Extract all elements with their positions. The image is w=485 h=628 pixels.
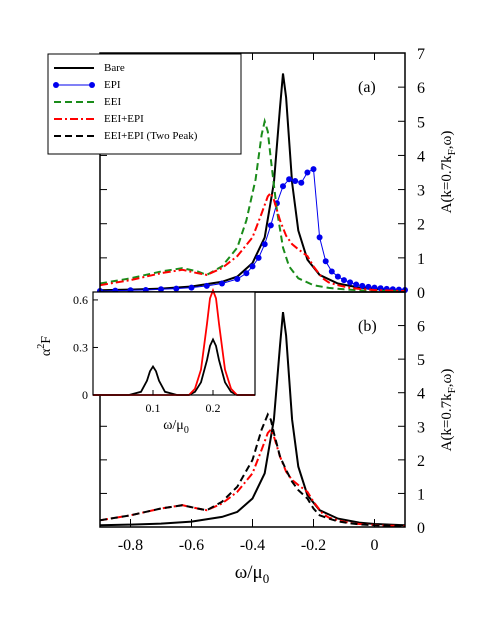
panel-a-series-1-point — [310, 166, 317, 173]
panel-b-series-2-line — [99, 412, 406, 527]
inset-chart: 0 0.3 0.6 0.1 0.2 α2F ω/μ0 — [36, 287, 256, 436]
panel-b-x-tick-label: -0.6 — [179, 537, 204, 554]
panel-a-series-1-point — [359, 282, 366, 289]
panel-b-x-ticks: -0.8 -0.6 -0.4 -0.2 0 — [118, 519, 379, 554]
panel-a-series-1-point — [328, 268, 335, 275]
panel-a-series-1-point — [219, 280, 225, 287]
panel-b-y-axis-label: A(k=0.7kF,ω) — [439, 369, 458, 452]
panel-b-y-tick-label: 4 — [417, 386, 425, 403]
panel-a-series-1-point — [292, 178, 299, 184]
panel-a-series-1-point — [234, 276, 241, 282]
panel-a-series-1-line — [99, 168, 406, 292]
inset-x-axis-label: ω/μ0 — [163, 418, 189, 436]
legend-label-eei: EEI — [104, 96, 121, 108]
panel-a-y-tick-label: 2 — [417, 217, 425, 234]
panel-a-series-1-point — [365, 283, 372, 290]
legend-label-bare: Bare — [104, 62, 125, 74]
inset-series-0-line — [93, 337, 255, 396]
panel-a-series-1-point — [280, 183, 286, 190]
inset-x-tick-label: 0.1 — [146, 401, 161, 415]
panel-a-curves — [97, 73, 408, 294]
inset-frame — [92, 291, 256, 396]
inset-ticks: 0 0.3 0.6 0.1 0.2 — [73, 293, 221, 415]
panel-a-y-tick-label: 3 — [417, 183, 425, 200]
panel-a-series-1-point — [353, 281, 360, 288]
panel-a-series-1-point — [261, 241, 268, 248]
panel-a-series-1-point — [188, 284, 195, 291]
panel-b-y-tick-label: 3 — [417, 419, 425, 436]
panel-a-series-1-point — [304, 169, 311, 176]
panel-b-x-tick-label: -0.8 — [118, 537, 143, 554]
panel-a-series-1-point — [286, 176, 293, 183]
panel-b-y-tick-label: 5 — [417, 352, 425, 369]
legend-box — [47, 53, 242, 155]
panel-b-x-tick-label: -0.4 — [240, 537, 265, 554]
panel-a-series-3-line — [99, 191, 406, 292]
panel-b-curves — [99, 311, 406, 527]
panel-a-series-1-point — [334, 273, 341, 280]
panel-a-y-tick-label: 5 — [417, 114, 425, 131]
inset-background — [93, 292, 255, 395]
panel-a-y-tick-label: 6 — [417, 80, 425, 97]
panel-a-series-1-point — [249, 263, 256, 270]
panel-a-series-1-point — [255, 254, 262, 261]
panel-a-y-axis-label: A(k=0.7kF,ω) — [439, 131, 458, 214]
inset-y-axis-label: α2F — [36, 336, 54, 356]
panel-b-y-tick-label: 0 — [417, 520, 425, 537]
panel-b-y-tick-label: 1 — [417, 486, 425, 503]
x-axis-label: ω/μ0 — [235, 562, 269, 586]
panel-b-y-tick-label: 2 — [417, 453, 425, 470]
panel-a-series-1-point — [316, 234, 323, 241]
legend-label-epi: EPI — [104, 79, 121, 91]
panel-a-series-1-point — [243, 270, 250, 277]
panel-a-series-1-point — [158, 286, 164, 293]
panel-a-y-tick-label: 7 — [417, 46, 425, 63]
panel-a-series-1-point — [203, 282, 210, 289]
inset-x-tick-label: 0.2 — [206, 401, 221, 415]
panel-a-series-0-line — [99, 73, 406, 292]
panel-a-y-tick-label: 0 — [417, 285, 425, 302]
legend-label-two-peak: EEI+EPI (Two Peak) — [104, 130, 198, 142]
panel-a-y-tick-label: 4 — [417, 148, 425, 165]
panel-a-series-1-point — [322, 258, 329, 265]
panel-b-y-tick-label: 6 — [417, 319, 425, 336]
panel-a-series-1-point — [267, 222, 274, 229]
panel-a-series-1-point — [347, 279, 354, 286]
inset-series-1-line — [93, 287, 255, 396]
panel-b-label: (b) — [358, 318, 377, 335]
panel-a-series-2-line — [99, 117, 406, 293]
panel-a-series-1-point — [298, 179, 305, 186]
panel-a-series-1-point — [173, 285, 180, 292]
panel-a-y-ticks: 0 1 2 3 4 5 6 7 — [100, 46, 425, 302]
legend-label-eei-epi: EEI+EPI — [104, 113, 144, 125]
panel-a-series-1-point — [341, 277, 347, 284]
inset-y-tick-label: 0.6 — [73, 293, 88, 307]
legend-marker-epi-left — [53, 82, 59, 88]
panel-b-x-tick-label: 0 — [371, 537, 379, 554]
inset-y-tick-label: 0.3 — [73, 340, 88, 354]
panel-b-series-0-line — [99, 311, 406, 527]
inset-y-tick-label: 0 — [82, 388, 88, 402]
panel-a: 0 1 2 3 4 5 6 7 (a) A(k=0.7kF,ω) Bare EPI EEI E… — [47, 46, 458, 302]
legend: Bare EPI EEI EEI+EPI EEI+EPI (Two Peak) — [47, 53, 242, 155]
panel-a-label: (a) — [358, 79, 376, 96]
panel-b: 0 1 2 3 4 5 6 -0.8 -0.6 -0.4 -0.2 0 (b) A(k=0.7kF,… — [36, 287, 458, 586]
inset-curves — [93, 287, 255, 396]
legend-marker-epi-right — [89, 82, 95, 88]
panel-b-x-tick-label: -0.2 — [301, 537, 326, 554]
panel-a-y-tick-label: 1 — [417, 251, 425, 268]
